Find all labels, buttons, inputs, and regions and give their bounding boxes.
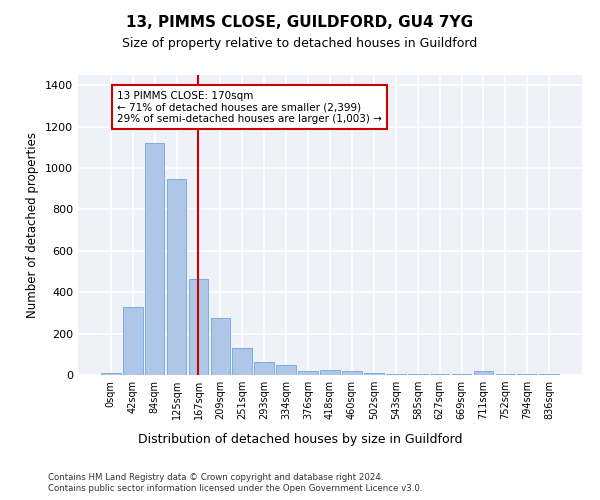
Bar bbox=[430, 374, 449, 375]
Bar bbox=[101, 373, 121, 375]
Text: Contains public sector information licensed under the Open Government Licence v3: Contains public sector information licen… bbox=[48, 484, 422, 493]
Bar bbox=[496, 374, 515, 375]
Bar bbox=[386, 374, 406, 375]
Bar bbox=[473, 372, 493, 375]
Bar bbox=[539, 374, 559, 375]
Bar bbox=[167, 180, 187, 375]
Bar bbox=[211, 318, 230, 375]
Bar bbox=[408, 374, 428, 375]
Text: 13, PIMMS CLOSE, GUILDFORD, GU4 7YG: 13, PIMMS CLOSE, GUILDFORD, GU4 7YG bbox=[127, 15, 473, 30]
Text: Distribution of detached houses by size in Guildford: Distribution of detached houses by size … bbox=[138, 432, 462, 446]
Bar bbox=[276, 366, 296, 375]
Text: Contains HM Land Registry data © Crown copyright and database right 2024.: Contains HM Land Registry data © Crown c… bbox=[48, 472, 383, 482]
Bar bbox=[452, 374, 472, 375]
Text: 13 PIMMS CLOSE: 170sqm
← 71% of detached houses are smaller (2,399)
29% of semi-: 13 PIMMS CLOSE: 170sqm ← 71% of detached… bbox=[118, 90, 382, 124]
Bar bbox=[320, 370, 340, 375]
Bar bbox=[254, 362, 274, 375]
Bar bbox=[342, 372, 362, 375]
Bar bbox=[145, 144, 164, 375]
Bar bbox=[123, 306, 143, 375]
Bar bbox=[232, 348, 252, 375]
Bar bbox=[517, 374, 537, 375]
Bar bbox=[188, 279, 208, 375]
Text: Size of property relative to detached houses in Guildford: Size of property relative to detached ho… bbox=[122, 38, 478, 51]
Bar bbox=[364, 372, 384, 375]
Bar bbox=[298, 371, 318, 375]
Y-axis label: Number of detached properties: Number of detached properties bbox=[26, 132, 40, 318]
